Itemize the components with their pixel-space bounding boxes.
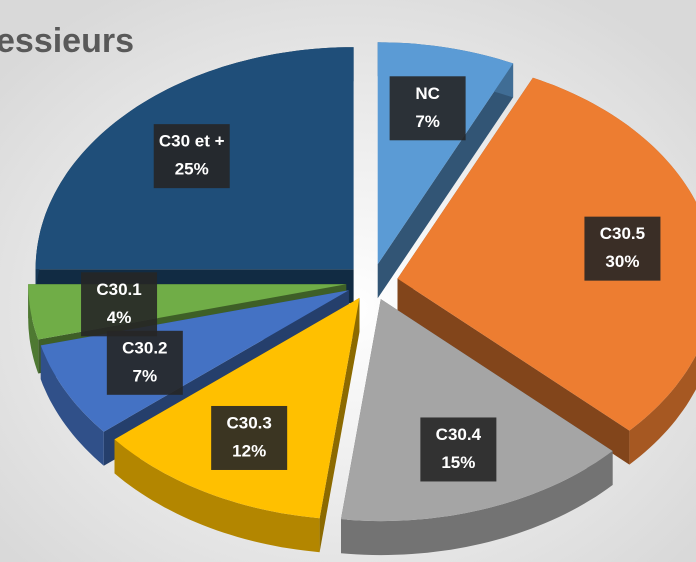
slice-side — [40, 345, 104, 466]
label-box — [389, 76, 466, 141]
slice-side — [341, 451, 613, 556]
labels: NC 7% C30.5 30% C30.4 15% C30.3 12% C30.2 7% C30.1… — [81, 76, 661, 482]
label-value: 4% — [107, 308, 132, 327]
label-value: 30% — [605, 252, 639, 271]
label-name: C30.1 — [96, 280, 141, 299]
slice — [397, 77, 696, 431]
slice-side — [397, 278, 630, 465]
slice — [40, 290, 349, 432]
label-value: 12% — [232, 441, 266, 460]
label-value: 15% — [441, 453, 475, 472]
label-box — [81, 272, 158, 337]
chart-title: essieurs — [0, 22, 134, 60]
label-value: 7% — [133, 366, 158, 385]
label-name: C30.2 — [122, 338, 167, 357]
slice-side — [28, 284, 39, 374]
label-value: 25% — [175, 160, 209, 179]
slice-side — [114, 439, 320, 553]
slice — [341, 299, 613, 522]
label-box — [584, 216, 661, 281]
label-name: C30.3 — [226, 413, 271, 432]
data-label: C30.1 4% — [81, 272, 158, 337]
label-box — [420, 417, 497, 482]
data-label: C30.5 30% — [584, 216, 661, 281]
data-label: C30 et + 25% — [153, 124, 230, 189]
slice-side — [377, 63, 514, 299]
label-box — [211, 405, 288, 470]
data-label: C30.2 7% — [106, 330, 183, 395]
slice — [397, 77, 696, 465]
data-label: NC 7% — [389, 76, 466, 141]
data-label: C30.3 12% — [211, 405, 288, 470]
label-name: C30.5 — [600, 224, 645, 243]
label-name: C30 et + — [159, 132, 225, 151]
slice-side — [319, 297, 360, 553]
slice — [341, 299, 613, 556]
label-name: NC — [415, 84, 440, 103]
label-value: 7% — [415, 112, 440, 131]
label-box — [153, 124, 230, 189]
data-label: C30.4 15% — [420, 417, 497, 482]
label-box — [106, 330, 183, 395]
label-name: C30.4 — [436, 425, 482, 444]
